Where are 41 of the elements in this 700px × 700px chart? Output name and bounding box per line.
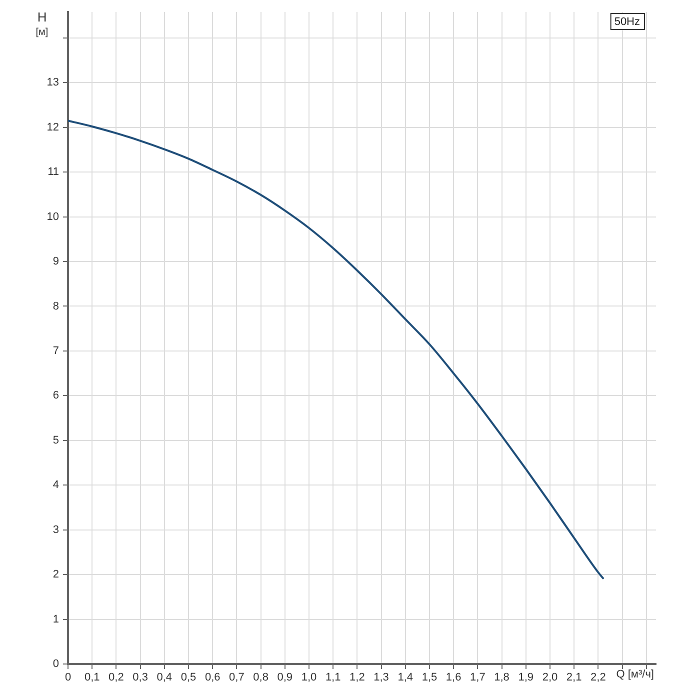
x-tick-label: 0,8	[253, 672, 268, 684]
x-tick-label: 1,6	[446, 672, 462, 684]
y-tick-label: 1	[52, 613, 59, 626]
annotation: 50Hz	[614, 16, 640, 28]
x-tick-label: 1,0	[301, 672, 317, 684]
y-tick-label: 8	[52, 300, 59, 312]
x-tick-label: 1,5	[422, 672, 438, 684]
x-tick-label: 0,5	[180, 672, 196, 684]
x-tick-label: 0	[64, 672, 72, 684]
y-tick-label: 10	[46, 210, 59, 223]
line-series	[68, 120, 604, 580]
x-tick-label: 1,3	[374, 672, 389, 684]
y-tick-label: 11	[48, 166, 59, 178]
y-tick-label: 4	[52, 479, 59, 492]
x-tick-label: 2,0	[542, 672, 558, 684]
y-tick-label: 6	[52, 390, 59, 402]
x-tick-label: 0,7	[229, 672, 244, 684]
y-axis-title: H [м]	[36, 10, 48, 38]
y-tick-label: 9	[52, 256, 59, 268]
y-tick-label: 12	[46, 121, 59, 134]
y-tick-label: 5	[52, 434, 59, 446]
y-tick-label: 13	[46, 76, 59, 89]
x-tick-label: 1,1	[325, 672, 341, 684]
x-tick-label: 1,4	[398, 672, 414, 684]
y-tick-label: 0	[52, 658, 59, 670]
x-tick-label: 0,3	[132, 672, 148, 684]
x-tick-label: 0,6	[204, 672, 220, 684]
y-tick-label: 7	[52, 345, 59, 357]
x-tick-label: 1,7	[470, 672, 486, 684]
x-tick-label: 2,1	[566, 672, 582, 684]
x-tick-label: 0,2	[108, 672, 124, 684]
y-tick-label: 3	[52, 524, 59, 536]
x-tick-label: 0,4	[156, 672, 172, 684]
x-axis-title: Q [м³/ч]	[616, 668, 654, 681]
y-tick-label: 2	[52, 568, 59, 581]
x-tick-label: 0,1	[84, 672, 100, 684]
x-tick-label: 1,8	[494, 672, 510, 684]
x-tick-label: 1,9	[518, 672, 534, 684]
x-tick-label: 0,9	[277, 672, 293, 684]
x-tick-label: 2,2	[590, 672, 606, 684]
x-tick-label: 1,2	[350, 672, 365, 684]
